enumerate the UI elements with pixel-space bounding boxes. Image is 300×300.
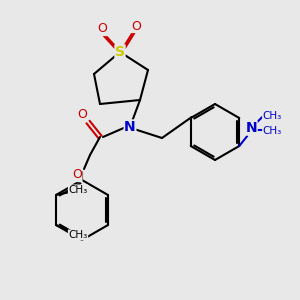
Text: CH₃: CH₃ (68, 185, 88, 195)
Text: N: N (245, 121, 257, 135)
Text: CH₃: CH₃ (262, 111, 282, 121)
Text: O: O (97, 22, 107, 35)
Text: O: O (72, 169, 82, 182)
Text: O: O (77, 109, 87, 122)
Text: O: O (131, 20, 141, 32)
Text: S: S (115, 45, 125, 59)
Text: CH₃: CH₃ (68, 230, 88, 240)
Text: N: N (124, 120, 136, 134)
Text: CH₃: CH₃ (262, 126, 282, 136)
